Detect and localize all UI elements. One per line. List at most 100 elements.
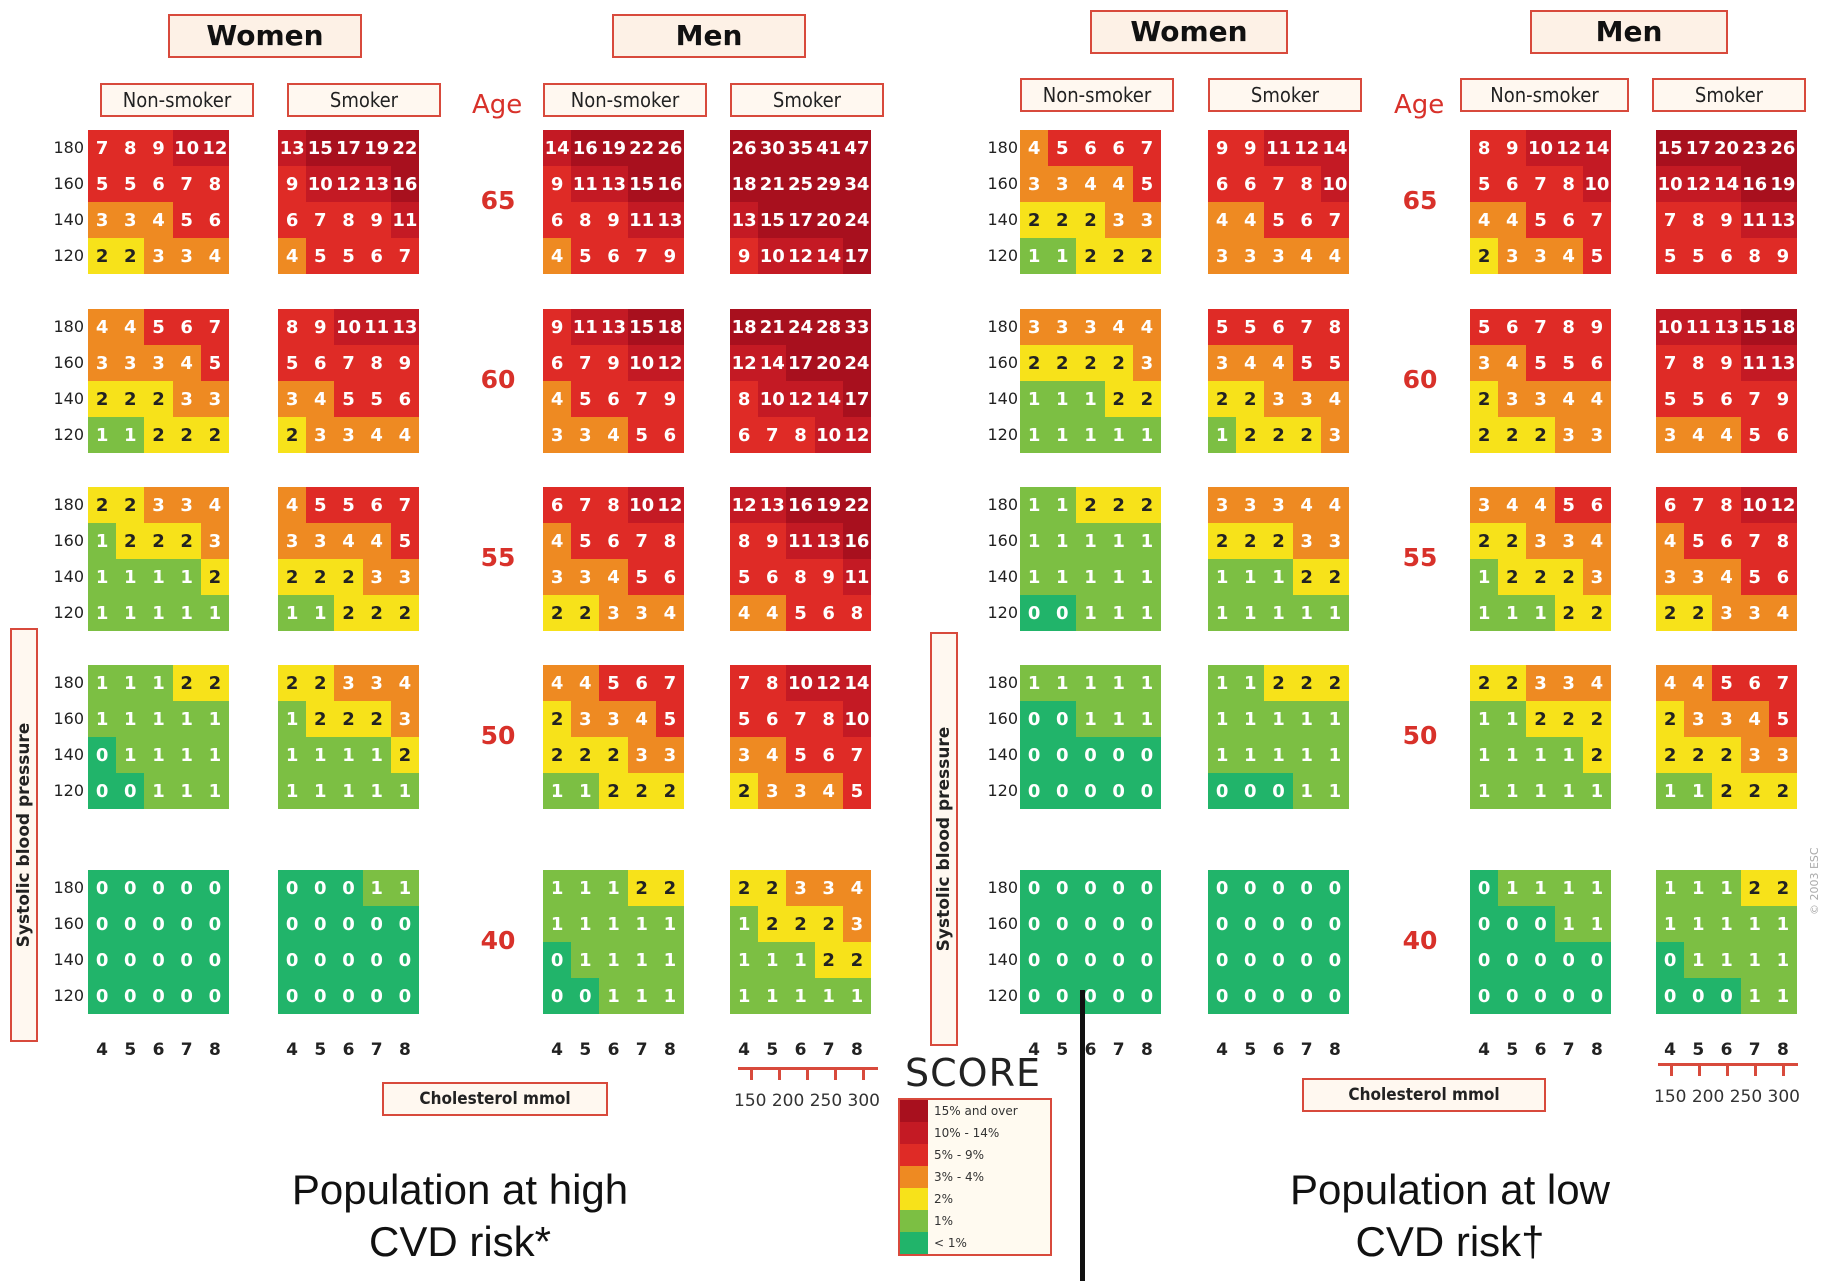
risk-cell: 3 bbox=[1526, 238, 1555, 274]
risk-cell: 0 bbox=[200, 870, 229, 906]
women-header-high: Women bbox=[168, 14, 362, 58]
risk-cell: 0 bbox=[1236, 942, 1265, 978]
legend-label: 2% bbox=[934, 1192, 954, 1206]
risk-cell: 19 bbox=[1768, 166, 1797, 202]
chol-label-high-2-0: 4 bbox=[551, 1040, 564, 1060]
risk-cell: 5 bbox=[786, 595, 815, 631]
risk-cell: 3 bbox=[1208, 345, 1237, 381]
risk-cell: 8 bbox=[1768, 523, 1797, 559]
risk-cell: 3 bbox=[1656, 417, 1685, 453]
risk-cell: 3 bbox=[306, 417, 335, 453]
risk-cell: 1 bbox=[1020, 665, 1049, 701]
risk-cell: 8 bbox=[730, 523, 759, 559]
risk-cell: 4 bbox=[1264, 345, 1293, 381]
risk-cell: 14 bbox=[1582, 130, 1611, 166]
legend-swatch bbox=[900, 1122, 928, 1144]
risk-cell: 3 bbox=[1264, 487, 1293, 523]
risk-cell: 6 bbox=[543, 487, 572, 523]
risk-cell: 12 bbox=[730, 345, 759, 381]
risk-cell: 41 bbox=[814, 130, 843, 166]
risk-cell: 1 bbox=[172, 595, 201, 631]
risk-cell: 1 bbox=[88, 417, 117, 453]
sbp-label-low-2-2: 140 bbox=[987, 567, 1018, 586]
risk-cell: 5 bbox=[1526, 345, 1555, 381]
risk-cell: 0 bbox=[1076, 773, 1105, 809]
risk-cell: 2 bbox=[116, 523, 145, 559]
risk-cell: 0 bbox=[88, 978, 117, 1014]
risk-cell: 4 bbox=[200, 487, 229, 523]
risk-cell: 3 bbox=[306, 523, 335, 559]
risk-cell: 3 bbox=[172, 381, 201, 417]
risk-cell: 4 bbox=[1684, 665, 1713, 701]
risk-cell: 1 bbox=[1076, 701, 1105, 737]
risk-cell: 11 bbox=[627, 202, 656, 238]
risk-cell: 6 bbox=[200, 202, 229, 238]
risk-cell: 2 bbox=[1554, 701, 1583, 737]
panel-high-women_smoker-age65: 13 15 17 19 22 9 10 12 13 16 6 7 8 9 11 4 5 5 6 7 bbox=[278, 130, 419, 274]
risk-cell: 4 bbox=[655, 595, 684, 631]
risk-cell: 12 bbox=[334, 166, 363, 202]
risk-cell: 0 bbox=[88, 870, 117, 906]
risk-cell: 1 bbox=[1132, 701, 1161, 737]
risk-cell: 0 bbox=[571, 978, 600, 1014]
risk-cell: 1 bbox=[1684, 870, 1713, 906]
risk-cell: 6 bbox=[1768, 417, 1797, 453]
risk-cell: 10 bbox=[627, 345, 656, 381]
risk-cell: 24 bbox=[786, 309, 815, 345]
risk-cell: 10 bbox=[1582, 166, 1611, 202]
risk-cell: 5 bbox=[116, 166, 145, 202]
risk-cell: 3 bbox=[1526, 381, 1555, 417]
risk-cell: 0 bbox=[1526, 906, 1555, 942]
score-legend-box: 15% and over 10% - 14% 5% - 9% 3% - 4% 2% 1% <… bbox=[898, 1098, 1052, 1256]
panel-low-women_smoker-age65: 9 9 11 12 14 6 6 7 8 10 4 4 5 6 7 3 3 3 4 4 bbox=[1208, 130, 1349, 274]
risk-cell: 25 bbox=[786, 166, 815, 202]
risk-cell: 13 bbox=[758, 487, 787, 523]
risk-cell: 1 bbox=[1048, 523, 1077, 559]
risk-cell: 1 bbox=[1208, 701, 1237, 737]
legend-label: 1% bbox=[934, 1214, 954, 1228]
copyright-text: © 2003 ESC bbox=[1808, 847, 1821, 915]
risk-cell: 0 bbox=[1498, 978, 1527, 1014]
legend-label: 10% - 14% bbox=[934, 1126, 1000, 1140]
risk-cell: 0 bbox=[543, 978, 572, 1014]
risk-cell: 4 bbox=[172, 345, 201, 381]
sbp-axis-label-low: Systolic blood pressure bbox=[930, 632, 958, 1046]
women-header-low: Women bbox=[1090, 10, 1288, 54]
mgdl-scale-bar-low bbox=[1658, 1063, 1798, 1078]
panel-high-men_smoker-age55: 12 13 16 19 22 8 9 11 13 16 5 6 8 9 11 4 4 5 6 8 bbox=[730, 487, 871, 631]
risk-cell: 2 bbox=[1264, 417, 1293, 453]
risk-cell: 1 bbox=[1320, 737, 1349, 773]
panel-high-men_non_smoker-age55: 6 7 8 10 12 4 5 6 7 8 3 3 4 5 6 2 2 3 3 4 bbox=[543, 487, 684, 631]
risk-cell: 0 bbox=[116, 942, 145, 978]
risk-cell: 2 bbox=[362, 701, 391, 737]
risk-cell: 5 bbox=[786, 737, 815, 773]
sbp-label-low-4-2: 140 bbox=[987, 950, 1018, 969]
risk-cell: 0 bbox=[1020, 870, 1049, 906]
risk-cell: 1 bbox=[1470, 701, 1499, 737]
risk-cell: 6 bbox=[599, 238, 628, 274]
risk-cell: 1 bbox=[1048, 665, 1077, 701]
risk-cell: 3 bbox=[116, 202, 145, 238]
risk-cell: 3 bbox=[1264, 381, 1293, 417]
risk-cell: 2 bbox=[1656, 595, 1685, 631]
risk-cell: 4 bbox=[362, 417, 391, 453]
risk-cell: 2 bbox=[1076, 238, 1105, 274]
age-label-high-1: 60 bbox=[480, 365, 516, 394]
risk-cell: 10 bbox=[758, 238, 787, 274]
risk-cell: 34 bbox=[842, 166, 871, 202]
sbp-label-low-3-1: 160 bbox=[987, 709, 1018, 728]
chol-label-low-0-3: 7 bbox=[1112, 1040, 1125, 1060]
risk-cell: 1 bbox=[730, 942, 759, 978]
risk-cell: 3 bbox=[543, 559, 572, 595]
caption-high-risk: Population at high CVD risk* bbox=[210, 1164, 710, 1268]
risk-cell: 2 bbox=[144, 381, 173, 417]
risk-cell: 3 bbox=[599, 701, 628, 737]
risk-cell: 21 bbox=[758, 309, 787, 345]
risk-cell: 1 bbox=[1526, 870, 1555, 906]
risk-cell: 0 bbox=[144, 870, 173, 906]
risk-cell: 0 bbox=[200, 942, 229, 978]
